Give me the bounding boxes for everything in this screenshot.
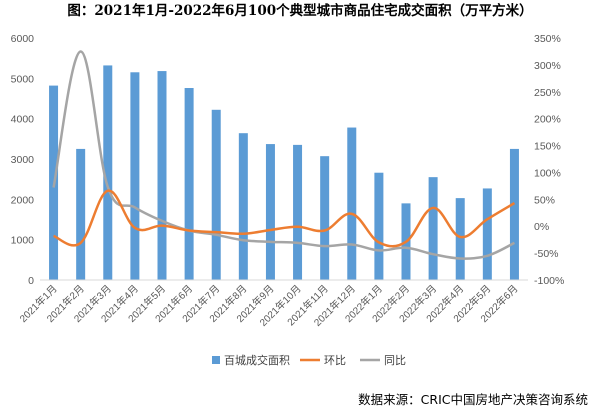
bar: [482, 188, 492, 280]
y-left-tick-label: 0: [28, 275, 34, 287]
line-series: [52, 50, 516, 260]
bar: [184, 88, 194, 280]
bar: [455, 198, 465, 280]
bar: [428, 177, 438, 280]
bar: [238, 133, 248, 280]
y-left-tick-label: 5000: [11, 73, 35, 85]
bar: [320, 156, 330, 280]
legend: 百城成交面积 环比 同比: [212, 353, 406, 367]
y-left-tick-label: 2000: [11, 194, 35, 206]
y-left-tick-label: 4000: [11, 114, 35, 126]
right-axis: -100% -50% 0% 50% 100% 150% 200% 250% 300% 350%: [534, 33, 564, 287]
y-right-tick-label: 200%: [534, 114, 561, 126]
bar: [103, 65, 113, 280]
legend-swatch-bar: [212, 356, 220, 364]
x-axis: 2021年1月2021年2月2021年3月2021年4月2021年5月2021年…: [17, 282, 521, 329]
y-right-tick-label: 350%: [534, 33, 561, 45]
bar: [374, 172, 384, 280]
y-left-tick-label: 1000: [11, 235, 35, 247]
legend-label: 环比: [324, 354, 346, 367]
y-right-tick-label: 50%: [534, 194, 555, 206]
bar: [130, 72, 140, 281]
y-right-tick-label: 150%: [534, 141, 561, 153]
chart-title: 图：2021年1月-2022年6月100个典型城市商品住宅成交面积（万平方米）: [67, 2, 532, 19]
bar: [211, 109, 221, 280]
y-left-tick-label: 6000: [11, 33, 35, 45]
legend-label: 百城成交面积: [224, 353, 290, 367]
bar: [265, 144, 275, 280]
y-right-tick-label: 0%: [534, 221, 549, 233]
y-right-tick-label: 100%: [534, 167, 561, 179]
y-right-tick-label: 250%: [534, 87, 561, 99]
bar-series: [49, 65, 519, 281]
line-tongbi: [52, 50, 515, 260]
y-right-tick-label: -100%: [534, 275, 564, 287]
bar: [76, 148, 86, 280]
y-left-tick-label: 3000: [11, 154, 35, 166]
left-axis: 0 1000 2000 3000 4000 5000 6000: [11, 33, 35, 287]
legend-label: 同比: [384, 354, 406, 367]
y-right-tick-label: 300%: [534, 60, 561, 72]
y-right-tick-label: -50%: [534, 248, 559, 260]
source-note: 数据来源：CRIC中国房地产决策咨询系统: [358, 392, 588, 407]
line-huanbi: [53, 189, 516, 248]
bar: [293, 144, 303, 280]
bar: [157, 71, 167, 280]
bar: [509, 148, 519, 280]
bar: [347, 127, 357, 280]
